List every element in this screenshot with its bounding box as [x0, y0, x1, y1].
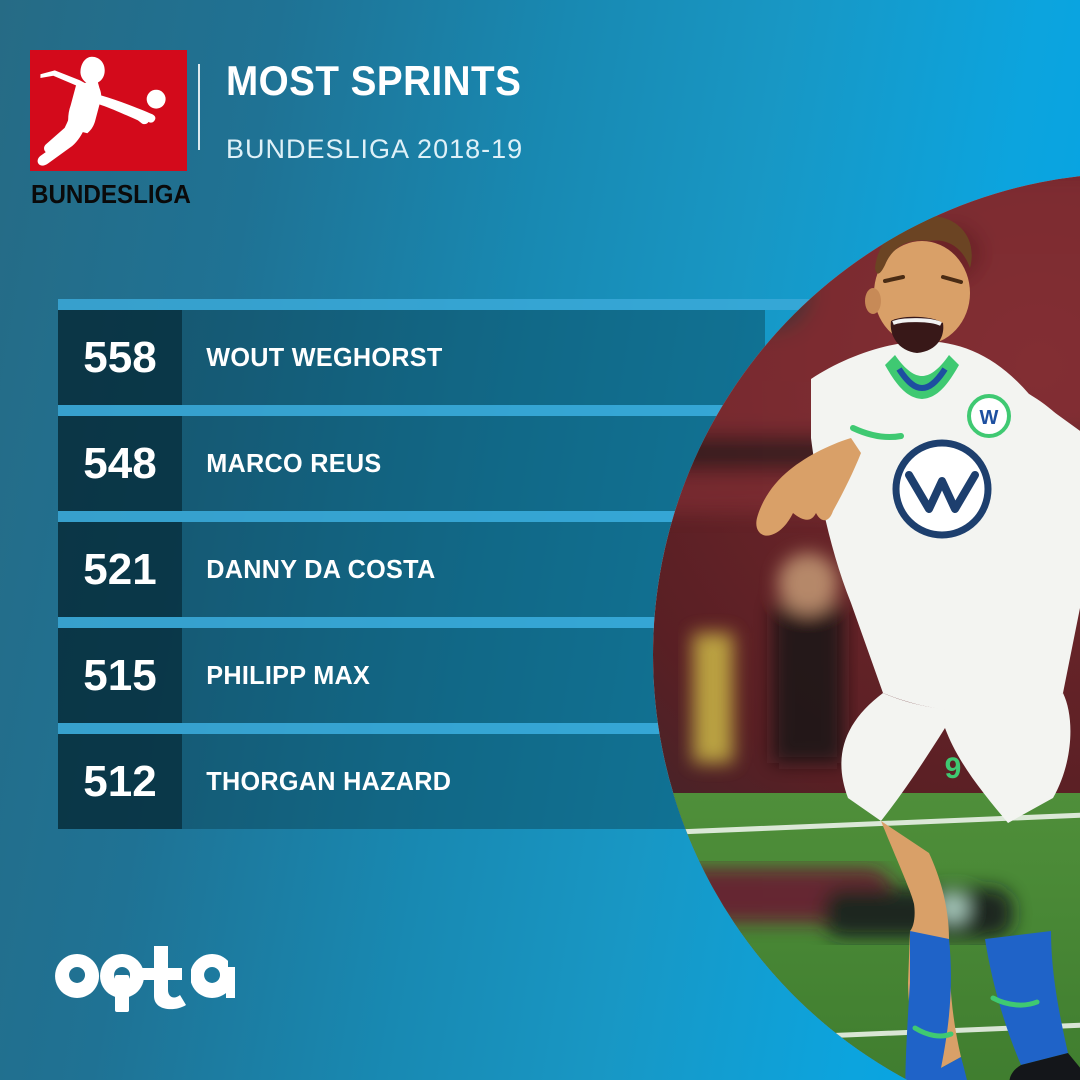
svg-text:W: W	[980, 407, 999, 429]
svg-text:9: 9	[945, 752, 962, 785]
